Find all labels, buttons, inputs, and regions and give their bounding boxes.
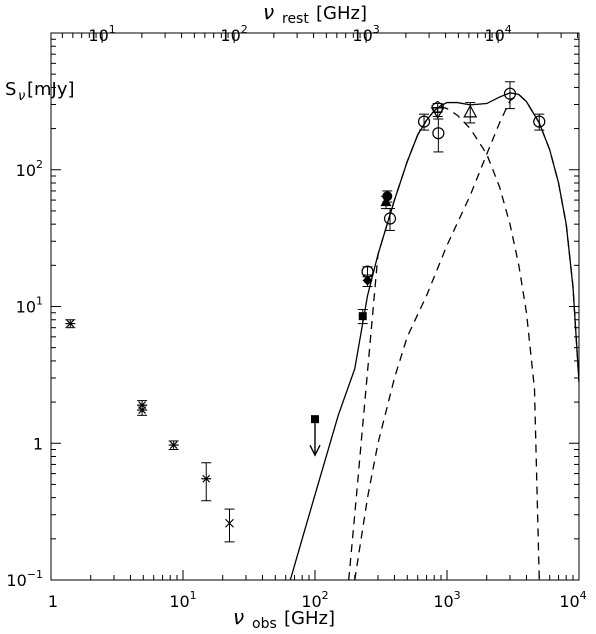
component-curve-2: [354, 93, 579, 580]
data-point: [463, 102, 478, 124]
data-point: [383, 208, 397, 231]
x-tick-label: 103: [433, 589, 460, 611]
data-point: [65, 319, 76, 329]
data-points: [65, 81, 546, 543]
x-axis-unit: [GHz]: [284, 608, 335, 629]
data-point: [417, 113, 431, 131]
total-model-curve: [289, 92, 579, 580]
y-axis-unit: [mJy]: [27, 79, 75, 100]
upper-limit-point: [309, 415, 321, 457]
x-tick-label: 102: [301, 589, 328, 611]
data-point: [137, 404, 148, 416]
y-tick-label: 10−1: [6, 568, 43, 590]
tick-labels: 1 101 102 103 104 101 102 103 104 10−1 1 101 102: [6, 23, 586, 611]
upper-limit-arrowhead: [309, 444, 321, 457]
x-tick-label: 1: [48, 592, 58, 611]
x-axis-symbol: ν: [233, 605, 244, 629]
top-axis-title: ν rest [GHz]: [263, 0, 367, 27]
data-point: [357, 309, 368, 325]
y-tick-label: 101: [16, 295, 43, 317]
data-point: [430, 107, 445, 120]
data-point: [224, 508, 235, 543]
y-axis-title: S ν [mJy]: [5, 79, 75, 104]
y-axis-symbol: S: [5, 79, 16, 100]
data-point: [201, 462, 212, 502]
data-point: [361, 265, 374, 278]
x-tick-label: 104: [559, 589, 586, 611]
x-axis-title: ν obs [GHz]: [233, 605, 335, 632]
data-point: [382, 190, 393, 203]
y-tick-label: 1: [33, 434, 43, 453]
top-x-tick-label: 103: [352, 23, 379, 45]
x-tick-label: 101: [169, 589, 196, 611]
axis-ticks: [50, 32, 580, 581]
y-axis-subscript: ν: [18, 89, 25, 104]
top-x-tick-label: 102: [220, 23, 247, 45]
data-point: [533, 113, 546, 131]
data-point: [168, 440, 179, 451]
data-point: [432, 118, 445, 153]
top-axis-unit: [GHz]: [316, 3, 367, 24]
top-x-tick-label: 104: [484, 23, 511, 45]
x-axis-subscript: obs: [252, 616, 277, 632]
y-tick-label: 102: [16, 158, 43, 180]
component-curve-1: [348, 105, 540, 580]
top-axis-subscript: rest: [282, 11, 309, 27]
data-point: [503, 81, 517, 110]
top-axis-symbol: ν: [263, 0, 274, 24]
top-x-tick-label: 101: [88, 23, 115, 45]
model-curves: [289, 92, 579, 580]
plot-frame: [50, 32, 580, 581]
